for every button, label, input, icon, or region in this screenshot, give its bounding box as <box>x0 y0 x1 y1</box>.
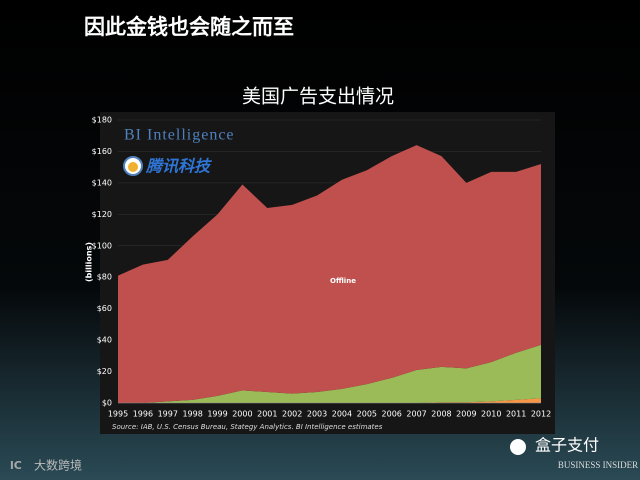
y-tick-label: $180 <box>92 116 112 125</box>
x-tick-label: 1997 <box>158 410 178 419</box>
bi-footer: Business Insider <box>558 460 638 470</box>
x-tick-label: 2002 <box>282 410 302 419</box>
x-tick-label: 2011 <box>506 410 526 419</box>
y-tick-label: $60 <box>97 304 112 313</box>
x-tick-label: 2005 <box>357 410 377 419</box>
y-axis-label: (billions) <box>85 242 94 282</box>
y-tick-label: $100 <box>92 241 112 250</box>
bi-logo: BI Intelligence <box>124 127 235 144</box>
x-tick-label: 2009 <box>456 410 476 419</box>
area <box>118 398 541 403</box>
x-tick-label: 2000 <box>232 410 252 419</box>
x-tick-label: 2004 <box>332 410 352 419</box>
x-tick-label: 1999 <box>207 410 227 419</box>
x-tick-label: 2008 <box>431 410 451 419</box>
y-tick-label: $20 <box>97 367 112 376</box>
wechat-icon <box>510 439 526 455</box>
chart-title: 美国广告支出情况 <box>242 86 394 108</box>
x-tick-label: 2006 <box>382 410 402 419</box>
area <box>118 344 541 403</box>
x-tick-label: 2010 <box>481 410 501 419</box>
x-tick-label: 1998 <box>182 410 202 419</box>
footer-logo: 大数跨境 <box>34 458 82 473</box>
footer-logo-mark: lC <box>10 459 22 472</box>
slide-title: 因此金钱也会随之而至 <box>84 15 294 39</box>
y-tick-label: $40 <box>97 336 112 345</box>
x-tick-label: 2007 <box>406 410 426 419</box>
x-tick-label: 1995 <box>108 410 128 419</box>
plot: $0 $20 $40 $60 $80 $100 $120 $140 $160 $180 1995 19… <box>92 116 552 419</box>
y-tick-label: $0 <box>102 399 112 408</box>
wechat-name: 盒子支付 <box>535 436 599 455</box>
source: Source: IAB, U.S. Census Bureau, Stategy… <box>112 423 383 431</box>
area <box>118 145 541 403</box>
x-tick-label: 2012 <box>531 410 551 419</box>
y-tick-label: $80 <box>97 273 112 282</box>
y-tick-label: $120 <box>92 210 112 219</box>
tencent-logo: 腾讯科技 <box>145 157 212 176</box>
y-tick-label: $160 <box>92 147 112 156</box>
x-tick-label: 2003 <box>307 410 327 419</box>
tencent-icon-dot <box>128 162 138 172</box>
y-tick-label: $140 <box>92 178 112 187</box>
x-tick-label: 2001 <box>257 410 277 419</box>
x-tick-label: 1996 <box>133 410 153 419</box>
series-label: Offline <box>330 277 356 285</box>
